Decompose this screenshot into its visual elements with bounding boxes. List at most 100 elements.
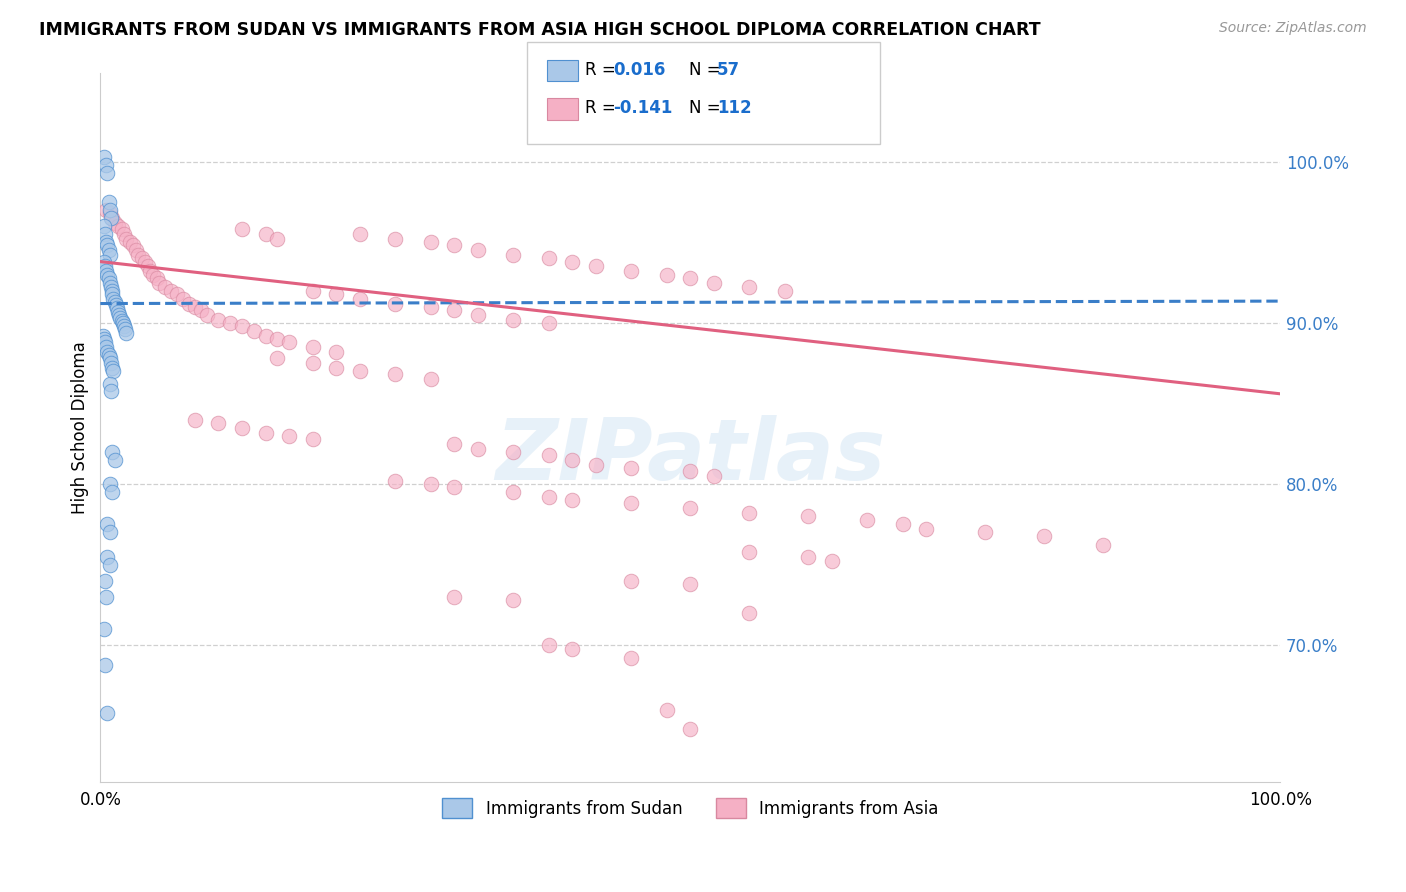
Point	[502, 248, 524, 262]
Text: R =: R =	[585, 99, 621, 117]
Point	[190, 303, 212, 318]
Point	[856, 512, 879, 526]
Point	[103, 292, 125, 306]
Point	[821, 554, 844, 568]
Point	[101, 284, 124, 298]
Point	[620, 496, 643, 510]
Point	[620, 264, 643, 278]
Point	[195, 308, 218, 322]
Point	[679, 577, 702, 591]
Point	[136, 260, 159, 274]
Point	[98, 477, 121, 491]
Point	[266, 332, 288, 346]
Point	[585, 458, 607, 472]
Point	[703, 276, 725, 290]
Point	[443, 590, 465, 604]
Point	[134, 254, 156, 268]
Point	[561, 254, 583, 268]
Point	[98, 377, 121, 392]
Text: 57: 57	[717, 61, 740, 78]
Point	[537, 638, 560, 652]
Point	[108, 308, 131, 322]
Text: N =: N =	[689, 99, 725, 117]
Text: N =: N =	[689, 61, 725, 78]
Point	[93, 622, 115, 636]
Point	[103, 216, 125, 230]
Point	[96, 706, 118, 720]
Point	[103, 453, 125, 467]
Point	[738, 506, 761, 520]
Point	[103, 364, 125, 378]
Point	[96, 235, 118, 250]
Point	[94, 574, 117, 588]
Point	[537, 448, 560, 462]
Point	[620, 651, 643, 665]
Point	[384, 296, 406, 310]
Point	[467, 442, 489, 456]
Point	[219, 316, 242, 330]
Point	[112, 319, 135, 334]
Point	[100, 280, 122, 294]
Point	[443, 238, 465, 252]
Legend: Immigrants from Sudan, Immigrants from Asia: Immigrants from Sudan, Immigrants from A…	[436, 791, 945, 825]
Point	[115, 232, 138, 246]
Point	[104, 298, 127, 312]
Point	[111, 316, 134, 330]
Point	[98, 558, 121, 572]
Point	[166, 286, 188, 301]
Point	[467, 244, 489, 258]
Point	[254, 227, 277, 242]
Point	[94, 227, 117, 242]
Point	[891, 517, 914, 532]
Point	[325, 345, 347, 359]
Point	[419, 477, 441, 491]
Point	[107, 219, 129, 234]
Point	[96, 340, 118, 354]
Point	[301, 432, 323, 446]
Point	[98, 351, 121, 366]
Point	[738, 280, 761, 294]
Point	[1033, 529, 1056, 543]
Point	[797, 549, 820, 564]
Point	[325, 361, 347, 376]
Point	[443, 303, 465, 318]
Point	[502, 445, 524, 459]
Point	[325, 286, 347, 301]
Point	[96, 202, 118, 217]
Point	[537, 316, 560, 330]
Point	[585, 260, 607, 274]
Point	[679, 501, 702, 516]
Point	[91, 328, 114, 343]
Point	[561, 453, 583, 467]
Point	[96, 264, 118, 278]
Point	[773, 284, 796, 298]
Point	[1092, 538, 1115, 552]
Point	[139, 264, 162, 278]
Point	[101, 485, 124, 500]
Point	[98, 276, 121, 290]
Point	[96, 268, 118, 282]
Point	[96, 238, 118, 252]
Point	[127, 248, 149, 262]
Point	[384, 474, 406, 488]
Point	[254, 328, 277, 343]
Point	[915, 522, 938, 536]
Point	[93, 150, 115, 164]
Point	[97, 270, 120, 285]
Point	[114, 322, 136, 336]
Point	[349, 364, 371, 378]
Point	[146, 270, 169, 285]
Point	[110, 311, 132, 326]
Point	[94, 657, 117, 672]
Point	[98, 206, 121, 220]
Point	[98, 525, 121, 540]
Text: -0.141: -0.141	[613, 99, 672, 117]
Point	[679, 464, 702, 478]
Point	[125, 244, 148, 258]
Point	[101, 286, 124, 301]
Point	[561, 493, 583, 508]
Point	[620, 574, 643, 588]
Point	[93, 254, 115, 268]
Point	[97, 194, 120, 209]
Text: ZIPatlas: ZIPatlas	[495, 415, 886, 498]
